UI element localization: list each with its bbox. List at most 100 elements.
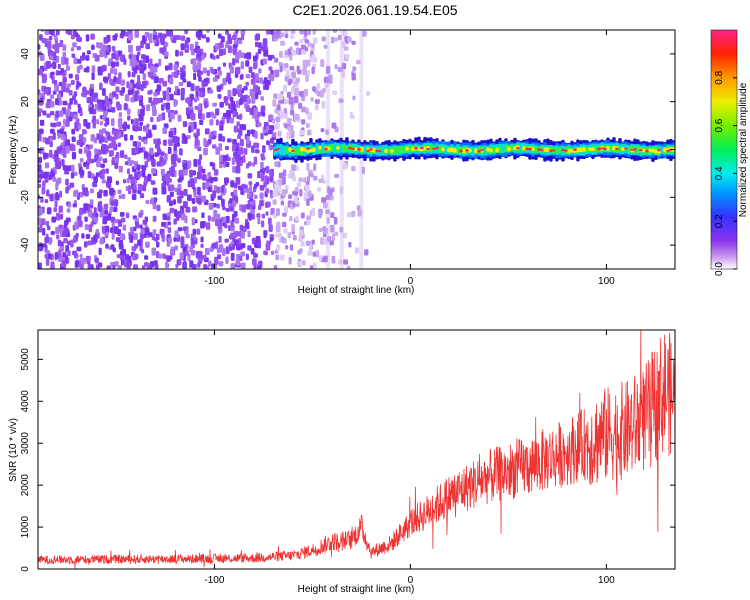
- spectrogram-cell: [292, 76, 296, 83]
- spectrogram-cell: [239, 113, 243, 120]
- spectrogram-cell: [175, 49, 179, 57]
- spectrogram-cell: [265, 166, 270, 174]
- spectrogram-cell: [153, 260, 158, 266]
- spectrogram-cell: [196, 33, 201, 39]
- spectrogram-cell: [39, 243, 44, 251]
- spectrogram-cell: [87, 156, 91, 164]
- signal-band-cell: [492, 146, 496, 154]
- spectrogram-cell: [342, 232, 348, 239]
- spectrogram-cell: [238, 49, 242, 58]
- spectrogram-cell: [134, 124, 139, 132]
- spectrogram-cell: [247, 212, 253, 219]
- spectrogram-cell: [146, 133, 151, 139]
- spectrogram-cell: [281, 188, 287, 197]
- spectrogram-cell: [67, 103, 72, 110]
- spectrogram-cell: [122, 179, 127, 184]
- signal-band-cell: [342, 144, 346, 152]
- spectrogram-cell: [123, 102, 128, 111]
- spectrogram-cell: [92, 181, 98, 188]
- spectrogram-cell: [260, 156, 266, 161]
- spectrogram-cell: [68, 116, 73, 122]
- spectrogram-cell: [143, 151, 148, 159]
- spectrogram-cell: [54, 46, 60, 54]
- spectrogram-cell: [96, 119, 100, 125]
- spectrogram-cell: [134, 171, 138, 179]
- spectrogram-cell: [75, 232, 79, 238]
- spectrogram-cell: [189, 93, 194, 101]
- spectrogram-cell: [81, 257, 86, 265]
- signal-band-cell: [414, 146, 418, 150]
- spectrogram-cell: [118, 165, 123, 173]
- spectrogram-cell: [125, 212, 130, 219]
- spectrogram-cell: [255, 92, 259, 100]
- spectrogram-cell: [206, 112, 211, 118]
- spectrogram-cell: [349, 111, 354, 119]
- spectrogram-cell: [46, 207, 52, 215]
- spectrogram-cell: [291, 49, 297, 56]
- spectrogram-cell: [160, 232, 165, 239]
- spectrogram-cell: [162, 127, 168, 134]
- spectrogram-cell: [319, 89, 325, 98]
- spectrogram-cell: [272, 199, 277, 205]
- signal-band-cell: [639, 148, 643, 152]
- spectrogram-cell: [118, 194, 122, 199]
- spectrogram-cell: [178, 82, 184, 87]
- spectrogram-cell: [140, 40, 144, 49]
- spectrogram-cell: [296, 65, 300, 73]
- spectrogram-cell: [50, 231, 55, 236]
- spectrogram-cell: [303, 88, 309, 97]
- spectrogram-cell: [331, 233, 336, 241]
- spectrogram-cell: [133, 243, 138, 249]
- spectrogram-cell: [113, 76, 117, 83]
- spectrogram-cell: [263, 38, 268, 46]
- spectrogram-cell: [240, 243, 246, 249]
- spectrogram-cell: [137, 239, 142, 247]
- spectrogram-cell: [89, 199, 94, 205]
- signal-band-cell: [459, 149, 463, 153]
- spectrogram-cell: [179, 148, 183, 156]
- signal-band-cell: [462, 148, 466, 154]
- y-tick-label: 5000: [20, 348, 31, 371]
- spectrogram-cell: [67, 250, 71, 257]
- spectrogram-cell: [43, 153, 48, 159]
- spectrogram-cell: [318, 227, 323, 232]
- spectrogram-cell: [315, 249, 320, 258]
- spectrogram-cell: [217, 195, 223, 200]
- spectrogram-cell: [120, 150, 125, 158]
- spectrogram-cell: [174, 230, 179, 238]
- spectrogram-cell: [274, 108, 278, 114]
- spectrogram-cell: [204, 100, 208, 109]
- spectrogram-cell: [361, 166, 365, 175]
- spectrogram-cell: [331, 255, 336, 264]
- spectrogram-cell: [141, 81, 147, 89]
- spectrogram-cell: [227, 33, 232, 42]
- spectrogram-cell: [136, 51, 141, 56]
- spectrogram-cell: [45, 89, 49, 94]
- spectrogram-cell: [306, 162, 310, 171]
- spectrogram-cell: [213, 169, 219, 176]
- spectrogram-cell: [225, 246, 230, 255]
- spectrogram-cell: [222, 206, 226, 211]
- spectrogram-cell: [323, 76, 329, 83]
- spectrogram-cell: [112, 34, 118, 41]
- spectrogram-cell: [95, 172, 101, 177]
- spectrogram-cell: [97, 262, 103, 268]
- spectrogram-cell: [49, 142, 53, 148]
- spectrogram-cell: [288, 194, 293, 200]
- spectrogram-cell: [140, 248, 145, 254]
- spectrogram-cell: [142, 184, 147, 192]
- spectrogram-cell: [246, 135, 250, 144]
- spectrogram-cell: [162, 139, 167, 146]
- spectrogram-cell: [235, 177, 241, 185]
- signal-band-cell: [372, 147, 376, 153]
- spectrogram-cell: [200, 243, 204, 248]
- spectrogram-cell: [232, 166, 237, 173]
- spectrogram-cell: [102, 88, 106, 96]
- spectrogram-cell: [239, 98, 243, 106]
- spectrogram-cell: [232, 58, 236, 66]
- spectrogram-cell: [118, 239, 124, 248]
- spectrogram-cell: [195, 90, 199, 99]
- signal-band-cell: [567, 149, 571, 154]
- spectrogram-cell: [70, 34, 75, 40]
- spectrogram-cell: [177, 195, 182, 204]
